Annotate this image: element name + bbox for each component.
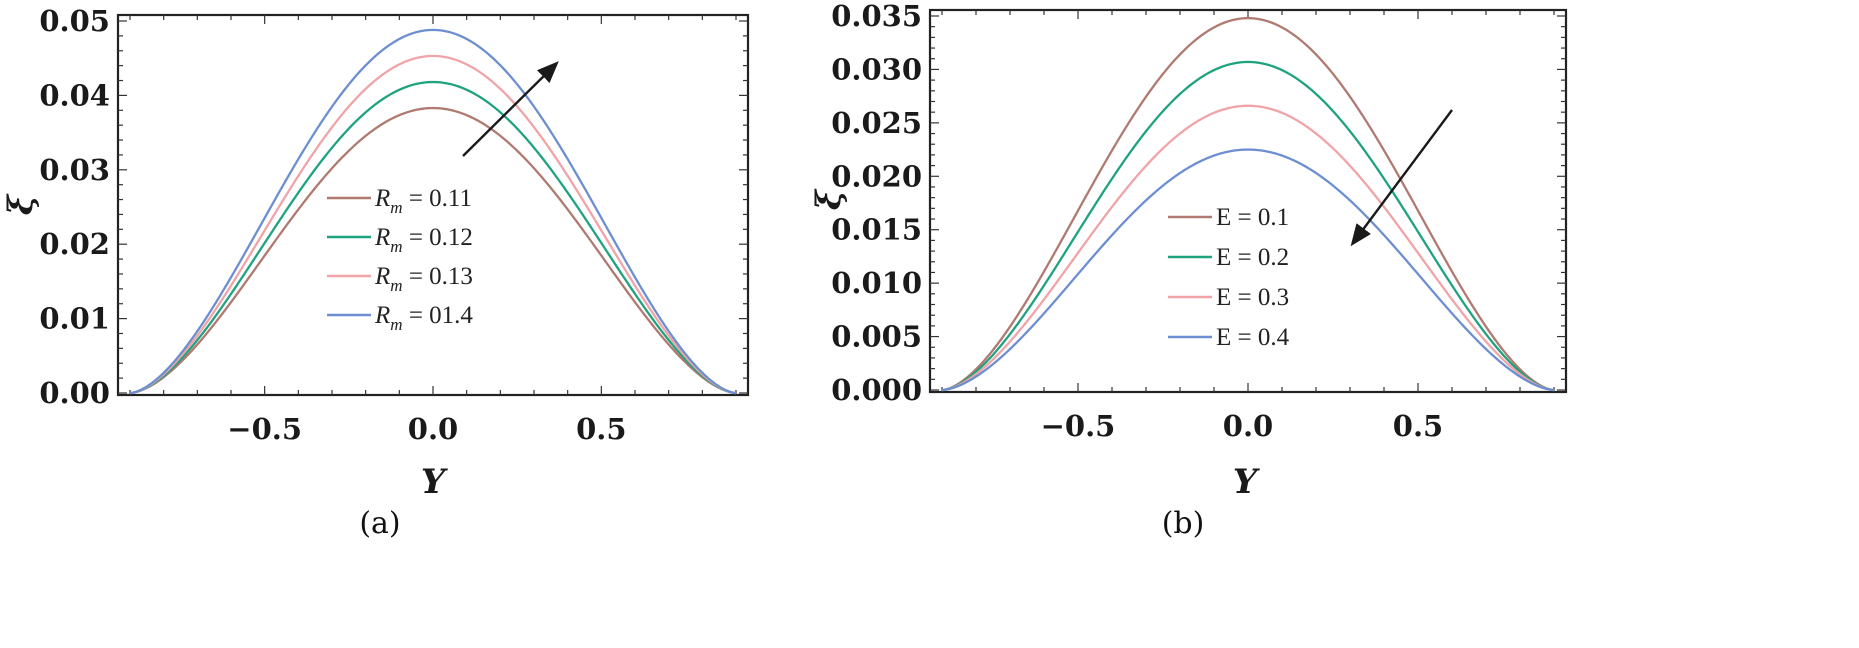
legend-symbol: R bbox=[374, 302, 390, 329]
legend-symbol: E bbox=[1216, 324, 1231, 351]
y-tick-label: 0.000 bbox=[831, 373, 922, 407]
panel-caption: (a) bbox=[359, 506, 400, 541]
y-tick-label: 0.035 bbox=[831, 0, 922, 33]
series-line-1 bbox=[941, 16, 1555, 392]
legend-symbol: R bbox=[374, 224, 390, 251]
series-line-3 bbox=[941, 104, 1555, 392]
chart-panel-1: −0.5 0.0 0.5 0.00 0.01 0.02 0.03 0.04 0.05 ξ Y Rm =… bbox=[1, 4, 750, 541]
x-tick-label: −0.5 bbox=[227, 412, 302, 446]
legend-subscript: m bbox=[390, 315, 402, 334]
legend-value: = 0.11 bbox=[403, 185, 472, 212]
y-tick-label: 0.030 bbox=[831, 52, 922, 86]
y-tick-label: 0.04 bbox=[39, 78, 110, 112]
legend-symbol: R bbox=[374, 185, 390, 212]
trend-arrow bbox=[462, 61, 559, 157]
x-tick-label: 0.5 bbox=[576, 412, 626, 446]
x-tick-label: 0.0 bbox=[408, 412, 458, 446]
legend-symbol: E bbox=[1216, 204, 1231, 231]
y-tick-label: 0.03 bbox=[39, 153, 110, 187]
legend-value: = 0.13 bbox=[403, 263, 473, 290]
legend-subscript: m bbox=[390, 198, 402, 217]
x-tick-label: 0.0 bbox=[1223, 409, 1273, 443]
y-tick-label: 0.005 bbox=[831, 320, 922, 354]
x-axis-label: Y bbox=[1233, 462, 1260, 502]
y-tick-label: 0.020 bbox=[831, 159, 922, 193]
legend-symbol: R bbox=[374, 263, 390, 290]
legend-subscript: m bbox=[390, 276, 402, 295]
trend-arrow bbox=[1350, 109, 1453, 247]
legend-value: = 0.1 bbox=[1231, 204, 1289, 231]
series-line-2 bbox=[129, 80, 737, 395]
legend-symbol: E bbox=[1216, 244, 1231, 271]
x-tick-label: 0.5 bbox=[1393, 409, 1443, 443]
y-tick-label: 0.010 bbox=[831, 266, 922, 300]
series-line-2 bbox=[941, 60, 1555, 392]
y-tick-label: 0.02 bbox=[39, 227, 110, 261]
legend-subscript: m bbox=[390, 237, 402, 256]
panel-caption: (b) bbox=[1162, 506, 1205, 541]
legend-entry: Rm = 01.4 bbox=[374, 302, 473, 334]
legend-value: = 0.4 bbox=[1231, 324, 1289, 351]
legend-entry: Rm = 0.13 bbox=[374, 263, 473, 295]
legend-entry: E = 0.2 bbox=[1216, 244, 1289, 271]
y-axis-label: ξ bbox=[1, 193, 41, 215]
series-line-3 bbox=[129, 54, 737, 395]
legend-entry: E = 0.4 bbox=[1216, 324, 1290, 351]
series-line-1 bbox=[129, 106, 737, 395]
x-axis-label: Y bbox=[421, 462, 448, 502]
legend-value: = 0.3 bbox=[1231, 284, 1289, 311]
legend-value: = 01.4 bbox=[403, 302, 474, 329]
x-tick-label: −0.5 bbox=[1041, 409, 1116, 443]
legend-symbol: E bbox=[1216, 284, 1231, 311]
chart-panel-2: −0.5 0.0 0.5 0.000 0.005 0.010 0.015 0.020 0.025… bbox=[809, 0, 1568, 541]
legend-value: = 0.12 bbox=[403, 224, 473, 251]
legend-value: = 0.2 bbox=[1231, 244, 1289, 271]
y-tick-label: 0.01 bbox=[39, 302, 110, 336]
y-axis-label: ξ bbox=[809, 188, 849, 210]
legend-entry: Rm = 0.11 bbox=[374, 185, 472, 217]
legend-entry: E = 0.1 bbox=[1216, 204, 1289, 231]
series-line-4 bbox=[941, 148, 1555, 392]
y-tick-label: 0.025 bbox=[831, 106, 922, 140]
y-tick-label: 0.015 bbox=[831, 213, 922, 247]
y-tick-label: 0.00 bbox=[39, 376, 110, 410]
legend-entry: Rm = 0.12 bbox=[374, 224, 473, 256]
series-line-4 bbox=[129, 28, 737, 395]
legend-entry: E = 0.3 bbox=[1216, 284, 1289, 311]
y-tick-label: 0.05 bbox=[39, 4, 110, 38]
